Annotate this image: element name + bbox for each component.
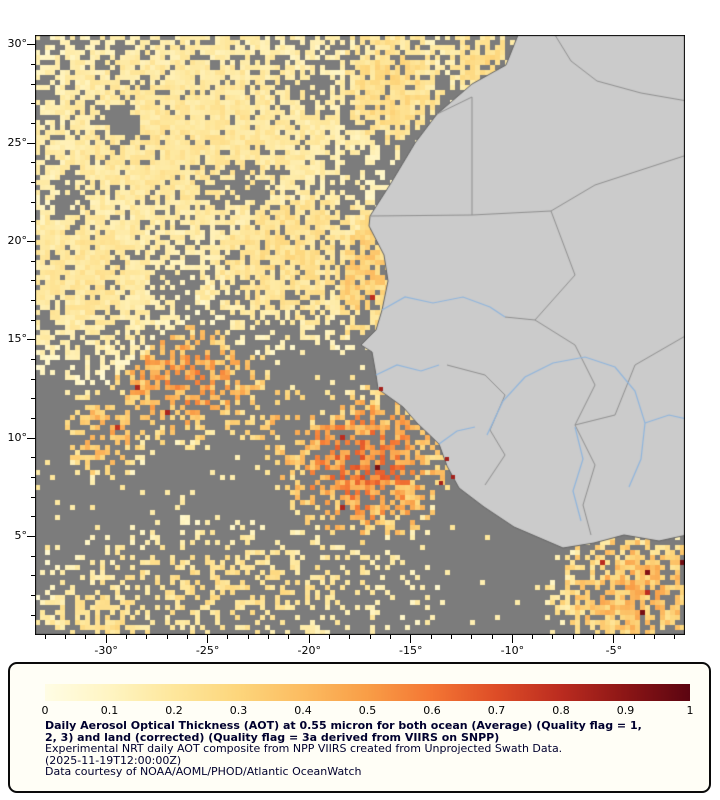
- lat-minor-tick: [31, 359, 35, 361]
- lat-minor-tick: [31, 162, 35, 164]
- lat-major-tick: [27, 437, 35, 439]
- legend-description: Experimental NRT daily AOT composite fro…: [45, 742, 563, 756]
- colorbar-tick-label: 0.9: [616, 704, 635, 717]
- colorbar-tick-row: 0 0.1 0.2 0.3 0.4 0.5 0.6 0.7 0.8 0.9 1: [41, 704, 694, 718]
- colorbar-tick-label: 1: [686, 704, 694, 717]
- legend-text-block: Daily Aerosol Optical Thickness (AOT) at…: [45, 720, 695, 778]
- colorbar-tick-label: 0.7: [487, 704, 506, 717]
- lat-tick-label: 25°: [7, 135, 28, 149]
- lon-major-tick: [511, 635, 513, 643]
- lon-minor-tick: [654, 635, 656, 639]
- legend-title-line1: Daily Aerosol Optical Thickness (AOT) at…: [45, 719, 642, 732]
- lat-tick-label: 15°: [7, 332, 28, 346]
- lon-minor-tick: [491, 635, 493, 639]
- legend-credit: Data courtesy of NOAA/AOML/PHOD/Atlantic…: [45, 765, 362, 779]
- lat-minor-tick: [31, 280, 35, 282]
- legend-title-line2: 2, 3) and land (corrected) (Quality flag…: [45, 730, 500, 744]
- lon-major-tick: [105, 635, 107, 643]
- legend-panel: 0 0.1 0.2 0.3 0.4 0.5 0.6 0.7 0.8 0.9 1 Daily Aero…: [8, 662, 711, 793]
- lon-minor-tick: [572, 635, 574, 639]
- lat-major-tick: [27, 339, 35, 341]
- lon-minor-tick: [247, 635, 249, 639]
- lat-minor-tick: [31, 260, 35, 262]
- lat-minor-tick: [31, 300, 35, 302]
- lat-minor-tick: [31, 614, 35, 616]
- lon-minor-tick: [268, 635, 270, 639]
- colorbar-tick-label: 0.4: [294, 704, 312, 717]
- lat-major-tick: [27, 241, 35, 243]
- lat-tick-label: 30°: [7, 37, 28, 51]
- colorbar-tick-label: 0.8: [552, 704, 570, 717]
- colorbar-tick-label: 0.6: [423, 704, 441, 717]
- lon-tick-label: -20°: [297, 644, 321, 657]
- lon-minor-tick: [329, 635, 331, 639]
- lon-major-tick: [410, 635, 412, 643]
- lat-minor-tick: [31, 575, 35, 577]
- lon-minor-tick: [633, 635, 635, 639]
- lat-minor-tick: [31, 595, 35, 597]
- colorbar-gradient: [45, 684, 690, 701]
- lon-tick-label: -30°: [94, 644, 118, 657]
- lat-major-tick: [27, 44, 35, 46]
- lon-minor-tick: [349, 635, 351, 639]
- lon-minor-tick: [85, 635, 87, 639]
- lat-minor-tick: [31, 496, 35, 498]
- lat-tick-label: 10°: [7, 430, 28, 444]
- lon-minor-tick: [552, 635, 554, 639]
- lon-major-tick: [308, 635, 310, 643]
- lon-minor-tick: [471, 635, 473, 639]
- lon-minor-tick: [369, 635, 371, 639]
- lat-minor-tick: [31, 477, 35, 479]
- lon-minor-tick: [227, 635, 229, 639]
- lat-minor-tick: [31, 221, 35, 223]
- lon-tick-label: -25°: [195, 644, 220, 657]
- lat-minor-tick: [31, 103, 35, 105]
- lon-minor-tick: [146, 635, 148, 639]
- lat-minor-tick: [31, 64, 35, 65]
- lat-minor-tick: [31, 378, 35, 380]
- lon-minor-tick: [186, 635, 188, 639]
- lon-minor-tick: [44, 635, 46, 639]
- colorbar-tick-label: 0.5: [358, 704, 377, 717]
- lon-minor-tick: [166, 635, 168, 639]
- lon-minor-tick: [125, 635, 127, 639]
- lon-major-tick: [207, 635, 209, 643]
- map-panel: 30° 25° 20° 15° 10° 5° -30° -25° -20° -15° -10° -5°: [7, 35, 685, 657]
- lat-major-tick: [27, 536, 35, 538]
- lat-tick-label: 20°: [7, 234, 28, 248]
- colorbar-tick-label: 0.1: [100, 704, 119, 717]
- lat-minor-tick: [31, 83, 35, 85]
- lat-minor-tick: [31, 555, 35, 557]
- lat-minor-tick: [31, 516, 35, 518]
- lon-tick-label: -10°: [500, 644, 525, 657]
- colorbar-tick-label: 0: [41, 704, 49, 717]
- lon-minor-tick: [532, 635, 534, 639]
- lon-minor-tick: [389, 635, 391, 639]
- lat-minor-tick: [31, 182, 35, 184]
- lat-minor-tick: [31, 319, 35, 321]
- lat-minor-tick: [31, 398, 35, 400]
- lat-major-tick: [27, 142, 35, 144]
- lon-minor-tick: [593, 635, 595, 639]
- colorbar-tick-label: 0.2: [165, 704, 183, 717]
- lat-minor-tick: [31, 418, 35, 420]
- lon-tick-label: -5°: [605, 644, 623, 657]
- lon-minor-tick: [450, 635, 452, 639]
- lon-minor-tick: [674, 635, 676, 639]
- lat-minor-tick: [31, 201, 35, 203]
- lon-tick-label: -15°: [399, 644, 423, 657]
- lat-minor-tick: [31, 123, 35, 125]
- lon-major-tick: [613, 635, 615, 643]
- lon-minor-tick: [288, 635, 290, 639]
- legend-timestamp: (2025-11-19T12:00:00Z): [45, 753, 182, 767]
- lon-minor-tick: [430, 635, 432, 639]
- colorbar-tick-label: 0.3: [229, 704, 248, 717]
- aot-map-canvas: [35, 35, 685, 635]
- lat-tick-label: 5°: [14, 529, 28, 543]
- lat-minor-tick: [31, 457, 35, 459]
- lon-minor-tick: [64, 635, 66, 639]
